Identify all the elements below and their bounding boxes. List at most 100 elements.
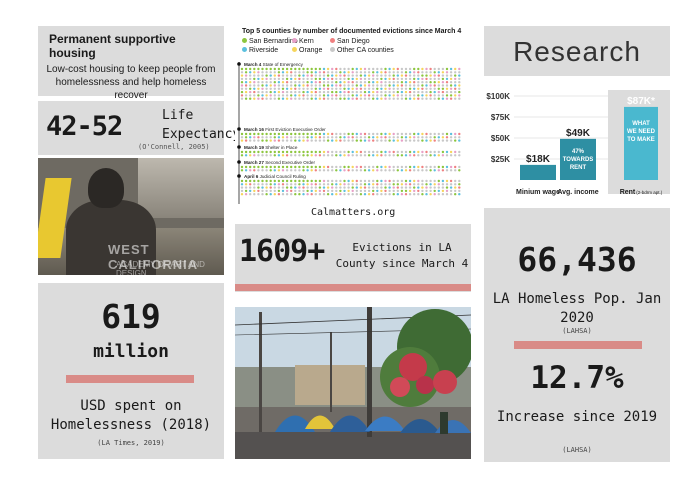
eviction-dot bbox=[388, 71, 391, 74]
eviction-dot bbox=[404, 139, 408, 142]
eviction-dot bbox=[331, 84, 334, 87]
eviction-dot bbox=[290, 74, 293, 77]
eviction-dot bbox=[417, 193, 420, 196]
eviction-dot bbox=[425, 189, 428, 193]
eviction-dot bbox=[326, 169, 330, 172]
eviction-dot bbox=[380, 67, 383, 71]
eviction-dot bbox=[273, 139, 276, 142]
eviction-dot bbox=[437, 179, 440, 183]
eviction-dot bbox=[277, 189, 281, 193]
eviction-dot bbox=[335, 169, 338, 172]
eviction-dot bbox=[265, 74, 268, 77]
eviction-dot bbox=[449, 132, 453, 136]
eviction-dot bbox=[285, 193, 289, 196]
eviction-dot bbox=[363, 74, 367, 77]
eviction-dot bbox=[261, 169, 264, 172]
eviction-dot bbox=[376, 136, 379, 139]
eviction-dot bbox=[392, 136, 395, 139]
eviction-dot bbox=[367, 186, 371, 189]
legend-label: San Bernardino bbox=[249, 38, 298, 45]
eviction-dot bbox=[298, 139, 301, 142]
eviction-dot bbox=[367, 139, 371, 142]
eviction-dot bbox=[400, 189, 404, 193]
eviction-dot bbox=[339, 132, 342, 136]
eviction-dot bbox=[392, 183, 395, 186]
eviction-dot bbox=[454, 71, 457, 74]
eviction-dot bbox=[388, 154, 391, 157]
eviction-dot bbox=[306, 183, 309, 186]
eviction-dot bbox=[396, 193, 399, 196]
eviction-dot bbox=[376, 71, 379, 74]
spending-source: (LA Times, 2019) bbox=[97, 439, 165, 447]
eviction-dot bbox=[322, 150, 326, 154]
eviction-dot bbox=[331, 71, 334, 74]
eviction-dot bbox=[458, 150, 461, 154]
eviction-dot bbox=[417, 139, 420, 142]
eviction-dot bbox=[421, 74, 424, 77]
eviction-dot bbox=[261, 87, 264, 90]
eviction-dot bbox=[421, 81, 424, 84]
eviction-dot bbox=[388, 77, 391, 81]
eviction-dot bbox=[355, 132, 358, 136]
eviction-dot bbox=[339, 193, 342, 196]
legend-item: Kern bbox=[292, 37, 330, 46]
eviction-dot bbox=[384, 165, 387, 169]
eviction-dot bbox=[400, 139, 404, 142]
eviction-dot bbox=[269, 97, 272, 100]
eviction-dot bbox=[454, 90, 457, 94]
eviction-dot bbox=[322, 87, 326, 90]
eviction-dot bbox=[249, 90, 252, 94]
eviction-dot bbox=[367, 94, 371, 97]
eviction-dot bbox=[421, 179, 424, 183]
eviction-dot bbox=[388, 94, 391, 97]
eviction-dot bbox=[384, 90, 387, 94]
eviction-dot bbox=[429, 87, 432, 90]
eviction-dot bbox=[413, 71, 416, 74]
eviction-dot bbox=[277, 136, 281, 139]
eviction-dot bbox=[421, 97, 424, 100]
homeless-population-label: LA Homeless Pop. Jan 2020 bbox=[492, 291, 662, 326]
eviction-dot bbox=[372, 71, 375, 74]
eviction-dot bbox=[384, 67, 387, 71]
eviction-dot bbox=[417, 169, 420, 172]
eviction-dot bbox=[441, 84, 445, 87]
eviction-dot bbox=[285, 150, 289, 154]
eviction-dot bbox=[261, 154, 264, 157]
eviction-dot bbox=[388, 169, 391, 172]
eviction-dot bbox=[400, 179, 404, 183]
eviction-dot bbox=[249, 150, 252, 154]
eviction-dot bbox=[290, 84, 293, 87]
eviction-dot bbox=[244, 67, 248, 71]
eviction-dot bbox=[355, 94, 358, 97]
eviction-dot bbox=[310, 74, 313, 77]
eviction-dot bbox=[249, 77, 252, 81]
eviction-dot bbox=[392, 132, 395, 136]
eviction-dot bbox=[265, 90, 268, 94]
eviction-dot bbox=[343, 183, 346, 186]
eviction-dot bbox=[314, 97, 317, 100]
homeless-population-card: 66,436 LA Homeless Pop. Jan 2020 (LAHSA)… bbox=[484, 208, 670, 462]
eviction-dot bbox=[367, 71, 371, 74]
eviction-dot bbox=[458, 74, 461, 77]
eviction-dot bbox=[318, 154, 322, 157]
eviction-dot bbox=[425, 71, 428, 74]
eviction-dot bbox=[314, 186, 317, 189]
eviction-dot bbox=[273, 154, 276, 157]
eviction-dot bbox=[413, 139, 416, 142]
eviction-dot bbox=[437, 77, 440, 81]
eviction-dot bbox=[417, 189, 420, 193]
eviction-dot bbox=[257, 179, 260, 183]
eviction-dot bbox=[269, 165, 272, 169]
eviction-dot bbox=[396, 90, 399, 94]
eviction-dot bbox=[363, 150, 367, 154]
eviction-dot bbox=[318, 183, 322, 186]
eviction-dot bbox=[322, 183, 326, 186]
eviction-dot bbox=[343, 186, 346, 189]
eviction-dot bbox=[363, 179, 367, 183]
timeline-event: March 16 First Eviction Executive Order bbox=[244, 127, 326, 132]
eviction-dot bbox=[437, 87, 440, 90]
eviction-dot bbox=[347, 165, 350, 169]
eviction-dot bbox=[240, 71, 244, 74]
eviction-dot bbox=[322, 67, 326, 71]
eviction-dot bbox=[298, 94, 301, 97]
